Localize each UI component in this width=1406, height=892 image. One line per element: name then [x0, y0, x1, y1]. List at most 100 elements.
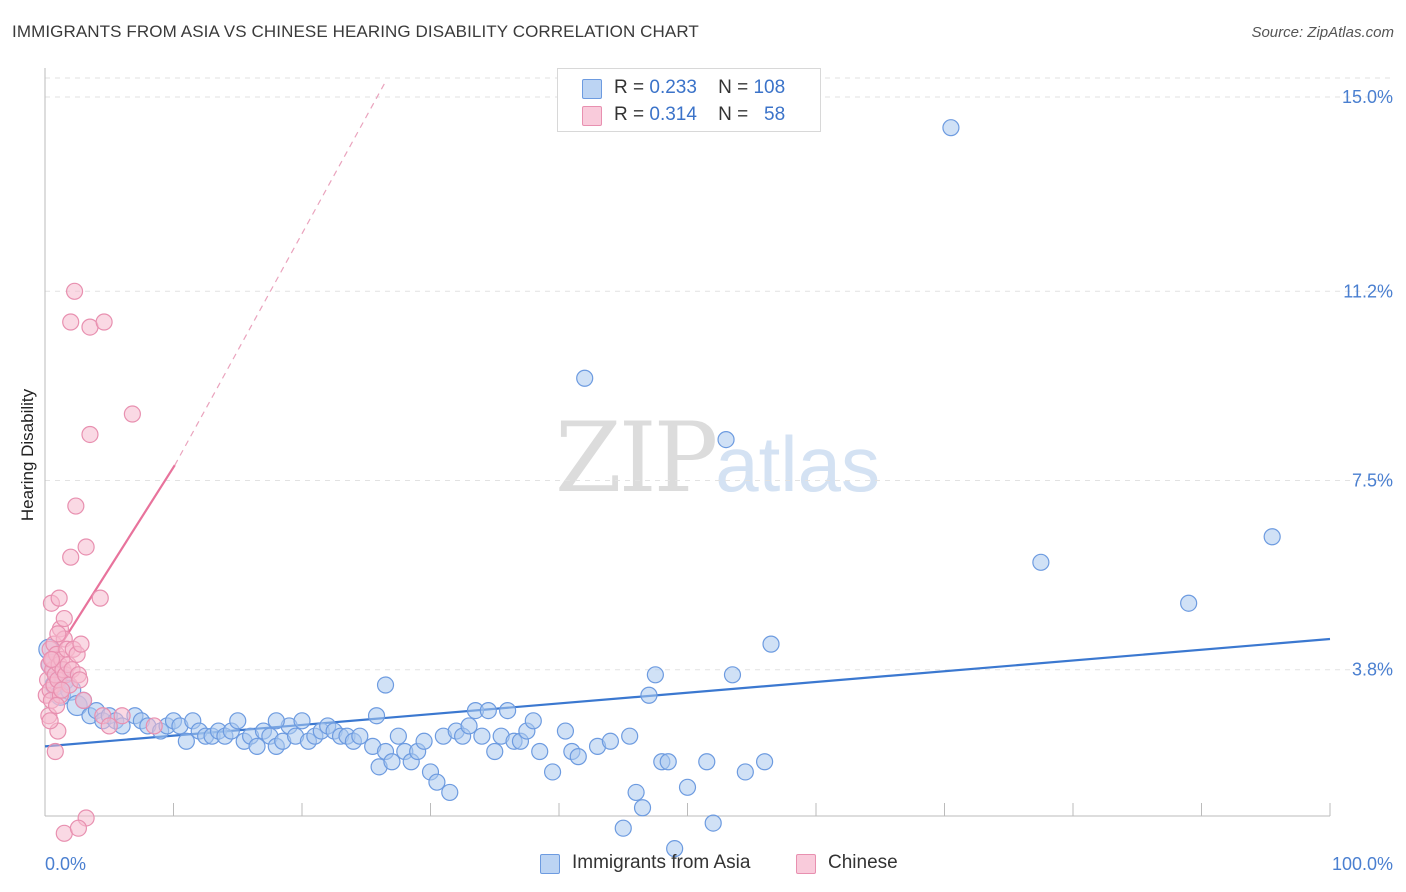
chinese-point-24	[55, 609, 73, 628]
asia-point-104	[1180, 594, 1198, 612]
asia-point-107	[267, 712, 285, 730]
bottom-legend-swatch-chinese	[796, 854, 816, 874]
asia-point-33	[248, 737, 266, 755]
asia-point-95	[698, 753, 716, 771]
chinese-point-46	[95, 313, 113, 331]
asia-point-87	[627, 783, 645, 802]
asia-point-98	[723, 666, 742, 684]
y-tick-label-0: 3.8%	[1352, 660, 1393, 680]
data-points	[37, 119, 1281, 858]
watermark-atlas: atlas	[715, 420, 880, 508]
legend-r-label: R =	[614, 104, 645, 125]
series-asia-points	[38, 119, 1281, 858]
asia-point-22	[177, 732, 195, 750]
asia-point-93	[666, 840, 684, 858]
chinese-point-30	[62, 313, 80, 331]
chinese-point-39	[74, 691, 93, 709]
asia-point-96	[704, 814, 722, 832]
asia-point-97	[717, 430, 735, 449]
legend-n-label: N =	[718, 104, 749, 125]
asia-point-89	[640, 686, 658, 704]
asia-point-94	[678, 778, 697, 796]
legend-n-label: N =	[718, 77, 749, 98]
bottom-legend-swatch-asia	[540, 854, 560, 874]
asia-point-85	[614, 819, 632, 837]
asia-point-99	[736, 763, 754, 781]
asia-point-76	[524, 712, 542, 730]
y-tick-label-1: 7.5%	[1352, 471, 1393, 491]
chinese-point-38	[72, 635, 90, 653]
asia-point-106	[376, 676, 395, 694]
x-tick-label-1: 100.0%	[1332, 854, 1393, 874]
chinese-trend-extension	[174, 81, 387, 466]
chinese-point-52	[69, 819, 88, 837]
chinese-point-48	[113, 707, 131, 725]
chinese-point-43	[77, 538, 95, 556]
asia-point-70	[486, 742, 504, 761]
chinese-point-12	[46, 742, 64, 761]
asia-point-40	[293, 712, 311, 730]
correlation-legend: R = 0.233 N = 108 R = 0.314 N = 58	[557, 68, 821, 132]
chinese-point-50	[145, 717, 163, 735]
legend-n-value-asia: 108	[753, 77, 786, 98]
asia-point-72	[499, 701, 517, 720]
asia-point-77	[531, 742, 549, 761]
asia-point-90	[646, 666, 664, 684]
x-tick-label-0: 0.0%	[45, 854, 86, 874]
legend-r-value-asia: 0.233	[649, 77, 697, 98]
axes	[44, 68, 1331, 817]
bottom-legend-label-asia: Immigrants from Asia	[572, 852, 751, 873]
asia-point-81	[569, 748, 587, 766]
asia-point-30	[229, 712, 247, 730]
legend-text-chinese: R = 0.314 N = 58	[614, 104, 785, 126]
trend-lines	[44, 81, 1331, 748]
legend-r-value-chinese: 0.314	[649, 104, 697, 125]
asia-point-79	[556, 722, 575, 740]
chinese-point-44	[91, 589, 109, 607]
chinese-point-57	[53, 681, 71, 699]
asia-point-92	[659, 753, 677, 771]
asia-point-86	[621, 727, 639, 745]
chart-source: Source: ZipAtlas.com	[1251, 24, 1394, 41]
y-tick-label-3: 15.0%	[1342, 87, 1393, 107]
asia-point-103	[1032, 553, 1050, 571]
chinese-point-54	[49, 625, 67, 643]
asia-point-69	[479, 701, 497, 720]
asia-point-68	[473, 727, 491, 745]
asia-point-54	[383, 753, 401, 771]
asia-point-101	[762, 635, 780, 653]
asia-point-61	[428, 773, 446, 791]
chinese-point-37	[71, 671, 89, 689]
chinese-point-33	[65, 282, 84, 300]
asia-point-102	[942, 119, 960, 137]
asia-point-84	[601, 732, 620, 750]
asia-point-49	[351, 727, 369, 745]
chinese-point-49	[123, 405, 141, 423]
bottom-legend-label-chinese: Chinese	[828, 852, 898, 873]
asia-point-55	[389, 727, 407, 745]
chinese-point-47	[100, 717, 118, 735]
chinese-point-53	[41, 712, 59, 730]
asia-point-51	[367, 707, 386, 725]
legend-swatch-asia	[582, 79, 602, 99]
asia-point-63	[441, 783, 459, 802]
y-tick-label-2: 11.2%	[1343, 281, 1393, 301]
tick-labels: 3.8% 7.5% 11.2% 15.0% 0.0% 100.0%	[45, 87, 1393, 874]
asia-point-100	[755, 753, 774, 771]
chinese-point-18	[50, 589, 68, 607]
watermark: ZIPatlas	[555, 402, 880, 514]
asia-point-105	[1263, 528, 1281, 546]
chinese-point-41	[81, 425, 99, 444]
asia-point-59	[415, 732, 433, 750]
legend-r-label: R =	[614, 77, 645, 98]
watermark-zip: ZIP	[555, 402, 718, 514]
chart-title: IMMIGRANTS FROM ASIA VS CHINESE HEARING …	[12, 22, 699, 41]
legend-swatch-chinese	[582, 106, 602, 126]
chinese-point-34	[67, 497, 85, 515]
legend-n-value-chinese: 58	[764, 104, 786, 125]
asia-point-66	[460, 717, 478, 735]
chinese-point-29	[62, 548, 80, 566]
asia-point-82	[576, 369, 594, 387]
chinese-point-55	[42, 650, 61, 669]
chinese-point-56	[47, 696, 66, 715]
